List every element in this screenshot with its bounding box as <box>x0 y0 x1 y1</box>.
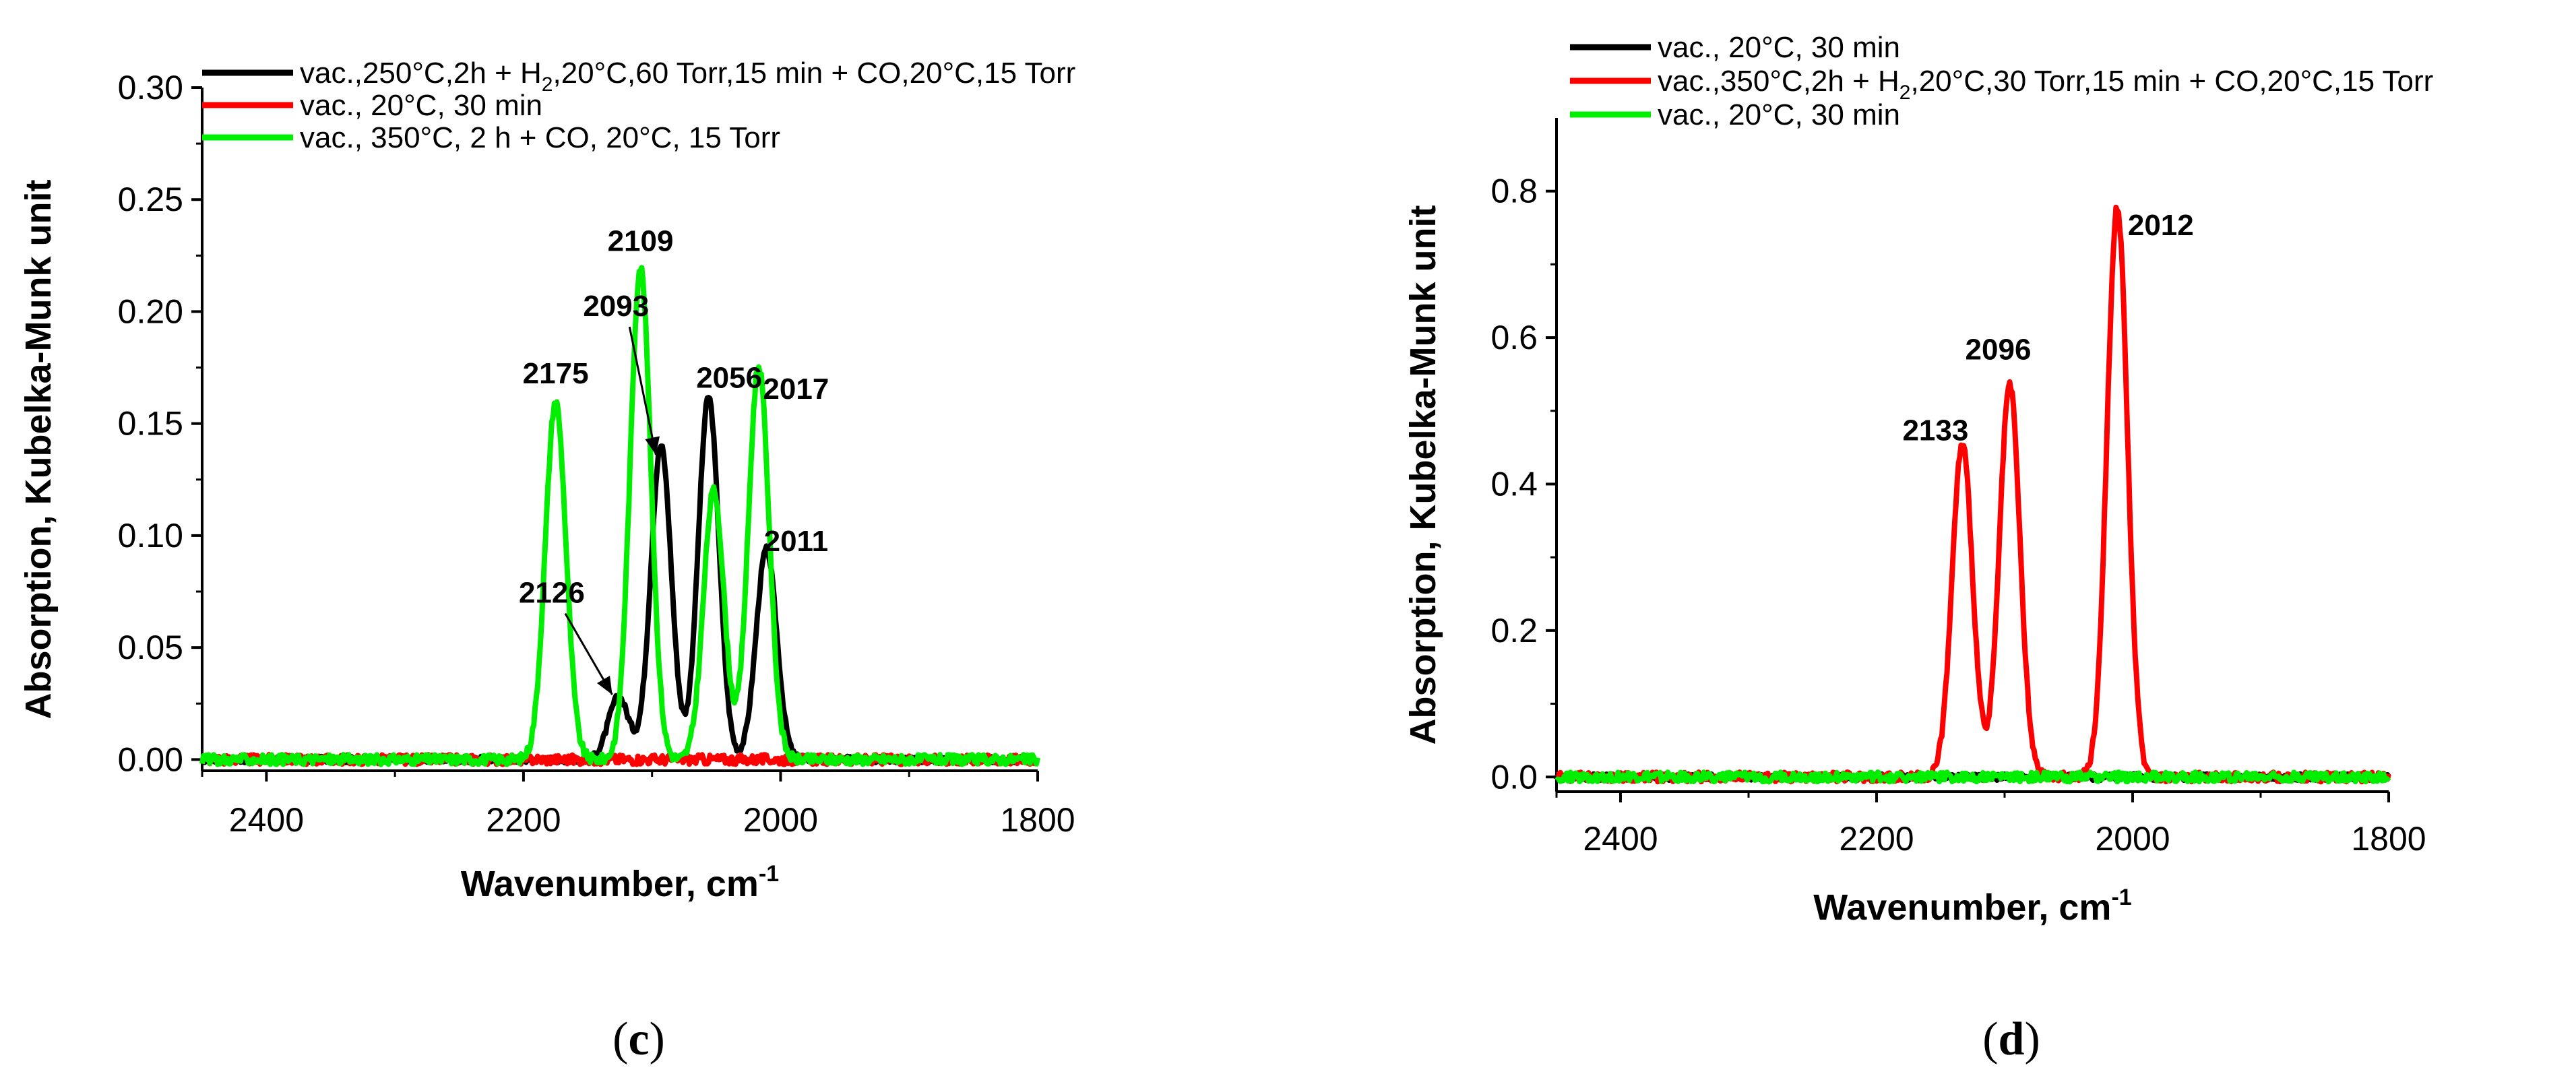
y-tick-label: 0.6 <box>1490 319 1538 356</box>
peak-label: 2096 <box>1966 333 2032 367</box>
series-line <box>1554 769 2391 785</box>
legend-entry: vac., 20°C, 30 min <box>1658 98 1900 131</box>
annotation-arrowhead <box>597 675 612 695</box>
y-tick-label: 0.2 <box>1490 612 1538 649</box>
y-tick-label: 0.8 <box>1490 172 1538 210</box>
x-tick-label: 2200 <box>486 801 561 839</box>
y-tick-label: 0.0 <box>1490 758 1538 796</box>
annotation-arrow <box>628 326 657 455</box>
peak-label: 2012 <box>2128 209 2194 242</box>
panel-label-c: (c) <box>612 1013 665 1065</box>
x-tick-label: 1800 <box>2351 820 2426 858</box>
legend-entry: vac., 350°C, 2 h + CO, 20°C, 15 Torr <box>300 121 780 154</box>
x-axis-title-sup: -1 <box>2111 885 2131 910</box>
x-tick-label: 2000 <box>743 801 818 839</box>
chart-panel-c: 0.00 0.05 0.10 0.15 0.20 0.25 0.30 2400 2200 2000… <box>18 57 1075 904</box>
y-tick-label: 0.4 <box>1490 465 1538 503</box>
legend-text-part: 2 <box>1899 82 1911 104</box>
legend-entry: vac., 20°C, 30 min <box>300 89 542 122</box>
legend-text-part: vac., 20°C, 30 min <box>1658 31 1900 64</box>
legend-text-part: vac., 20°C, 30 min <box>1658 98 1900 131</box>
x-tick-label: 2400 <box>1583 820 1658 858</box>
x-tick-label: 2400 <box>229 801 304 839</box>
y-tick-label: 0.00 <box>118 740 183 778</box>
legend-text-part: ,20°C,30 Torr,15 min + CO,20°C,15 Torr <box>1910 65 2433 98</box>
peak-label: 2017 <box>763 373 829 406</box>
legend-text-part: 2 <box>542 73 553 96</box>
legend-text-part: vac.,250°C,2h + H <box>300 57 542 90</box>
peak-label: 2126 <box>519 577 585 610</box>
x-tick-label: 2200 <box>1839 820 1914 858</box>
panel-label-d: (d) <box>1982 1013 2040 1065</box>
y-tick-label: 0.20 <box>118 292 183 330</box>
peak-label: 2011 <box>764 525 828 558</box>
chart-panel-d: 0.0 0.2 0.4 0.6 0.8 2400 2200 2000 1800 Wavenumbe… <box>1403 31 2433 928</box>
y-tick-label: 0.10 <box>118 517 183 554</box>
y-tick-label: 0.05 <box>118 629 183 666</box>
x-axis-title-sup: -1 <box>759 861 779 887</box>
legend-text-part: vac., 20°C, 30 min <box>300 89 542 122</box>
legend-entry: vac., 20°C, 30 min <box>1658 31 1900 64</box>
x-axis-title: Wavenumber, cm-1 <box>461 861 779 904</box>
peak-label: 2093 <box>583 290 649 323</box>
peak-label: 2056 <box>696 361 762 394</box>
peak-label: 2175 <box>523 357 589 390</box>
x-axis-title: Wavenumber, cm-1 <box>1813 885 2131 928</box>
y-tick-label: 0.30 <box>118 69 183 106</box>
y-axis-title: Absorption, Kubelka-Munk unit <box>1403 205 1443 745</box>
peak-label: 2109 <box>608 225 674 258</box>
y-tick-label: 0.25 <box>118 181 183 218</box>
series-line <box>199 265 1040 767</box>
y-axis-title: Absorption, Kubelka-Munk unit <box>18 180 59 720</box>
x-tick-label: 2000 <box>2095 820 2170 858</box>
y-tick-label: 0.15 <box>118 405 183 443</box>
legend-text-part: vac.,350°C,2h + H <box>1658 65 1899 98</box>
peak-label: 2133 <box>1902 414 1968 447</box>
x-tick-label: 1800 <box>1000 801 1075 839</box>
legend-text-part: vac., 350°C, 2 h + CO, 20°C, 15 Torr <box>300 121 780 154</box>
legend-entry: vac.,350°C,2h + H2,20°C,30 Torr,15 min +… <box>1658 65 2433 104</box>
annotation-arrowhead <box>645 436 660 455</box>
legend-entry: vac.,250°C,2h + H2,20°C,60 Torr,15 min +… <box>300 57 1075 96</box>
legend-text-part: ,20°C,60 Torr,15 min + CO,20°C,15 Torr <box>553 57 1075 90</box>
